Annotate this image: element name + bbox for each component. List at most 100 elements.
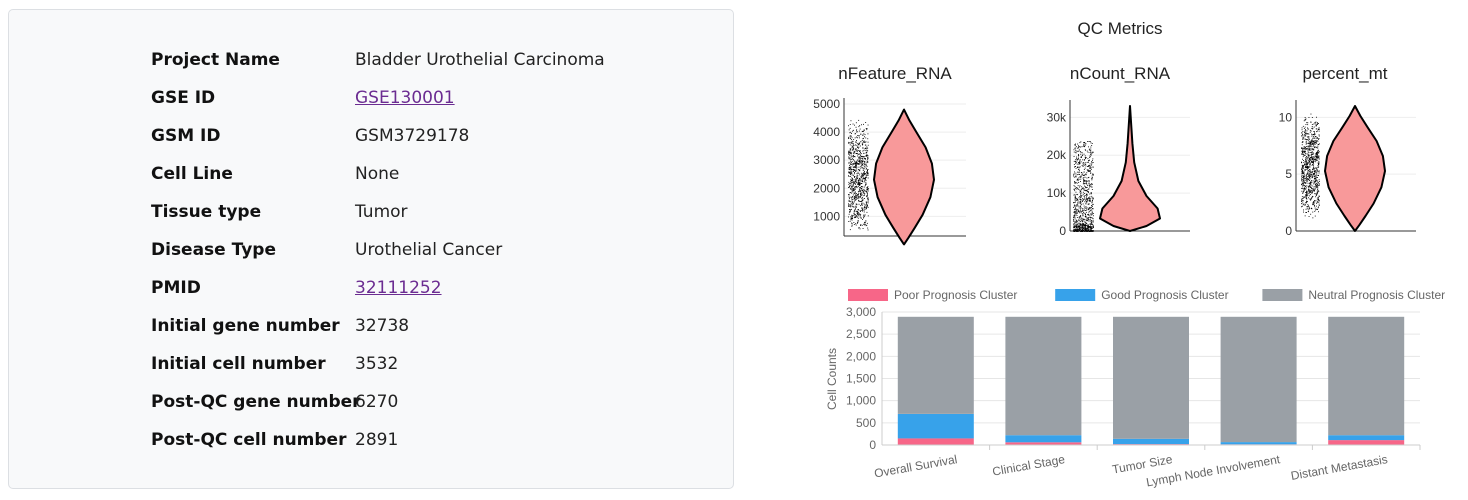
jitter-point [1084,225,1086,227]
jitter-point [1092,213,1094,214]
y-tick-label: 1000 [813,209,840,223]
jitter-point [1080,197,1082,198]
jitter-point [859,153,861,155]
jitter-point [1075,159,1077,161]
jitter-point [863,133,865,135]
jitter-point [1307,145,1309,147]
jitter-point [1315,205,1317,207]
jitter-point [1090,198,1091,200]
jitter-point [860,153,862,155]
jitter-point [1091,186,1092,188]
jitter-point [1308,173,1310,175]
jitter-point [1089,163,1091,165]
jitter-point [1309,157,1311,158]
jitter-point [1316,152,1318,154]
jitter-point [1315,159,1317,161]
jitter-point [853,153,855,155]
jitter-point [1302,125,1304,127]
jitter-point [1088,214,1089,216]
jitter-point [1087,192,1089,193]
jitter-point [1304,132,1306,134]
jitter-point [1306,190,1307,192]
jitter-point [1090,214,1092,216]
jitter-point [1313,149,1315,151]
jitter-point [1080,227,1082,229]
jitter-point [1085,230,1087,231]
jitter-point [1302,170,1303,172]
jitter-point [1307,127,1308,129]
jitter-point [1082,226,1084,228]
jitter-point [853,214,855,216]
jitter-point [1076,166,1078,168]
jitter-point [1085,194,1087,196]
jitter-point [850,169,852,171]
jitter-point [867,205,868,206]
jitter-point [1080,230,1082,232]
jitter-point [1089,198,1090,200]
jitter-point [854,186,856,188]
jitter-point [1307,167,1309,168]
jitter-point [850,180,852,182]
jitter-point [1082,210,1084,212]
jitter-point [1302,158,1303,160]
jitter-point [865,158,866,159]
jitter-point [1307,122,1309,124]
jitter-point [1076,221,1077,223]
jitter-point [1302,192,1304,193]
jitter-point [1315,158,1317,160]
jitter-point [1314,180,1316,182]
qc-metrics-chart: QC Metrics nFeature_RNA10002000300040005… [813,19,1416,246]
jitter-point [865,177,867,178]
jitter-point [1090,192,1092,194]
jitter-point [1313,148,1315,150]
jitter-point [1313,173,1315,174]
jitter-point [1091,224,1093,225]
jitter-point [848,194,850,196]
jitter-point [851,166,853,168]
y-tick-label: 1,000 [846,394,876,408]
jitter-point [864,198,865,199]
jitter-point [1083,219,1084,221]
jitter-point [1314,200,1315,201]
info-value-link[interactable]: GSE130001 [355,88,455,108]
jitter-point [1080,204,1082,206]
jitter-point [1080,175,1082,177]
jitter-point [848,136,849,138]
jitter-point [1084,176,1086,178]
jitter-point [1079,161,1080,163]
info-label: Post-QC cell number [151,430,347,450]
jitter-point [1084,201,1086,203]
jitter-point [1301,179,1303,181]
jitter-point [1076,163,1078,165]
jitter-point [1301,183,1303,185]
jitter-point [1305,182,1306,184]
y-tick-label: 10 [1279,110,1293,124]
jitter-point [1089,230,1091,232]
jitter-point [1080,224,1082,226]
info-value-link[interactable]: 32111252 [355,278,442,298]
jitter-point [1074,145,1076,146]
jitter-point [853,129,854,131]
jitter-point [1092,204,1093,206]
jitter-point [1087,225,1089,226]
jitter-point [1318,211,1319,213]
jitter-point [1312,144,1314,145]
jitter-point [865,177,867,178]
jitter-point [1308,117,1310,118]
jitter-point [1311,195,1313,197]
jitter-point [855,195,857,196]
jitter-point [851,159,853,160]
jitter-point [1302,133,1303,135]
jitter-point [858,163,860,165]
jitter-point [858,212,860,214]
jitter-point [866,201,868,203]
jitter-point [862,164,864,166]
jitter-point [848,206,850,207]
jitter-point [1316,169,1318,171]
jitter-point [853,196,855,198]
jitter-points [1301,113,1320,219]
jitter-point [852,184,854,186]
jitter-point [859,128,861,130]
jitter-point [866,152,868,153]
jitter-point [1307,178,1308,180]
